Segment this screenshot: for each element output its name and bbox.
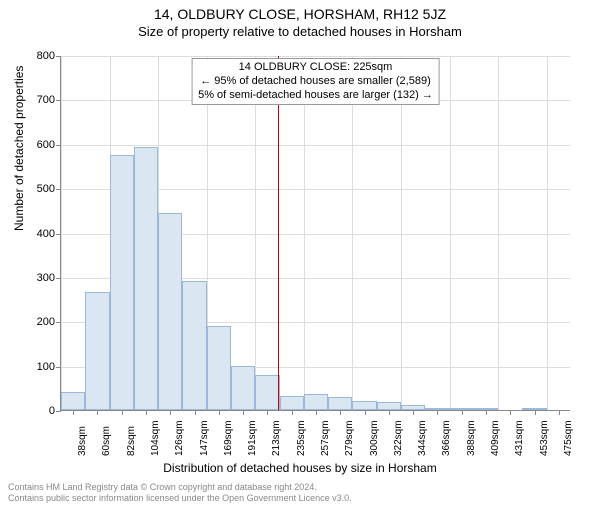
xtick-label: 257sqm xyxy=(320,420,331,456)
gridline-v xyxy=(450,56,451,410)
bar xyxy=(158,213,182,410)
gridline-v xyxy=(498,56,499,410)
ytick-label: 300 xyxy=(15,272,55,284)
xtick-label: 388sqm xyxy=(466,420,477,456)
xtick-mark xyxy=(413,410,414,415)
ytick-label: 700 xyxy=(15,94,55,106)
ytick-label: 800 xyxy=(15,50,55,62)
xtick-label: 213sqm xyxy=(271,420,282,456)
xtick-mark xyxy=(122,410,123,415)
bar xyxy=(280,396,304,410)
xtick-mark xyxy=(437,410,438,415)
chart-title: 14, OLDBURY CLOSE, HORSHAM, RH12 5JZ xyxy=(0,6,600,22)
xtick-mark xyxy=(340,410,341,415)
annotation-line: ← 95% of detached houses are smaller (2,… xyxy=(198,75,433,89)
bar xyxy=(182,281,206,410)
chart-area: 010020030040050060070080038sqm60sqm82sqm… xyxy=(60,56,570,411)
xtick-mark xyxy=(97,410,98,415)
xtick-label: 279sqm xyxy=(344,420,355,456)
ytick-label: 200 xyxy=(15,316,55,328)
xtick-label: 431sqm xyxy=(514,420,525,456)
gridline-v xyxy=(401,56,402,410)
xtick-label: 147sqm xyxy=(199,420,210,456)
footer-line: Contains HM Land Registry data © Crown c… xyxy=(8,482,352,493)
xtick-label: 38sqm xyxy=(77,426,88,456)
gridline-h xyxy=(61,56,570,57)
xtick-label: 235sqm xyxy=(296,420,307,456)
bar xyxy=(61,392,85,410)
xtick-label: 300sqm xyxy=(369,420,380,456)
xtick-label: 475sqm xyxy=(563,420,574,456)
bar xyxy=(110,155,134,410)
xtick-label: 344sqm xyxy=(417,420,428,456)
gridline-v xyxy=(255,56,256,410)
xtick-mark xyxy=(462,410,463,415)
xtick-mark xyxy=(559,410,560,415)
annotation-line: 5% of semi-detached houses are larger (1… xyxy=(198,89,433,103)
ytick-label: 400 xyxy=(15,228,55,240)
xtick-mark xyxy=(510,410,511,415)
bar xyxy=(85,292,109,410)
gridline-v xyxy=(304,56,305,410)
xtick-label: 409sqm xyxy=(490,420,501,456)
annotation-box: 14 OLDBURY CLOSE: 225sqm← 95% of detache… xyxy=(191,58,440,105)
xtick-mark xyxy=(535,410,536,415)
xtick-mark xyxy=(292,410,293,415)
bar xyxy=(207,326,231,410)
ytick-label: 500 xyxy=(15,183,55,195)
xtick-mark xyxy=(389,410,390,415)
xtick-label: 453sqm xyxy=(539,420,550,456)
bar xyxy=(304,394,328,410)
xtick-mark xyxy=(365,410,366,415)
xtick-mark xyxy=(195,410,196,415)
bar xyxy=(328,397,352,410)
xtick-mark xyxy=(486,410,487,415)
bar xyxy=(352,401,376,410)
annotation-line: 14 OLDBURY CLOSE: 225sqm xyxy=(198,61,433,75)
xtick-label: 126sqm xyxy=(174,420,185,456)
ytick-mark xyxy=(56,411,61,412)
xtick-label: 191sqm xyxy=(247,420,258,456)
bar xyxy=(231,366,255,410)
ytick-label: 100 xyxy=(15,361,55,373)
xtick-label: 366sqm xyxy=(441,420,452,456)
chart-subtitle: Size of property relative to detached ho… xyxy=(0,24,600,39)
xtick-mark xyxy=(73,410,74,415)
gridline-v xyxy=(547,56,548,410)
ytick-label: 600 xyxy=(15,139,55,151)
xtick-label: 60sqm xyxy=(101,426,112,456)
x-axis-label: Distribution of detached houses by size … xyxy=(0,461,600,475)
xtick-mark xyxy=(170,410,171,415)
ytick-label: 0 xyxy=(15,405,55,417)
gridline-v xyxy=(352,56,353,410)
xtick-mark xyxy=(267,410,268,415)
marker-line xyxy=(278,56,279,410)
xtick-mark xyxy=(146,410,147,415)
xtick-label: 169sqm xyxy=(223,420,234,456)
plot-area: 010020030040050060070080038sqm60sqm82sqm… xyxy=(60,56,570,411)
bar xyxy=(255,375,279,411)
bar xyxy=(134,147,158,410)
footer: Contains HM Land Registry data © Crown c… xyxy=(8,482,352,504)
xtick-label: 322sqm xyxy=(393,420,404,456)
bar xyxy=(377,402,401,410)
footer-line: Contains public sector information licen… xyxy=(8,493,352,504)
gridline-v xyxy=(61,56,62,410)
gridline-h xyxy=(61,145,570,146)
xtick-label: 82sqm xyxy=(126,426,137,456)
xtick-mark xyxy=(243,410,244,415)
xtick-mark xyxy=(219,410,220,415)
xtick-mark xyxy=(316,410,317,415)
xtick-label: 104sqm xyxy=(150,420,161,456)
